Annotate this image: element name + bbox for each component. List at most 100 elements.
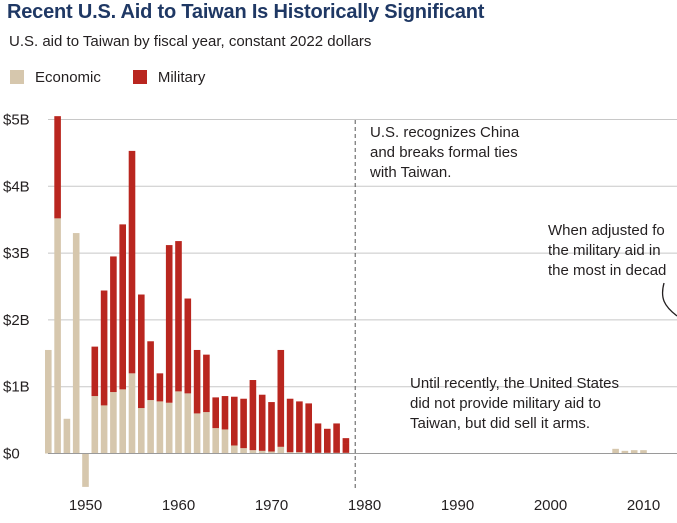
x-tick-label: 2000 <box>534 497 567 514</box>
bar-military <box>342 443 350 453</box>
bar-economic <box>110 392 117 454</box>
bar-economic <box>184 393 192 454</box>
bar-economic <box>128 373 136 454</box>
annotation-arms-line-1: Until recently, the United States <box>410 375 619 392</box>
callout-curve <box>661 282 677 317</box>
bar-military <box>324 428 331 453</box>
x-tick-label: 1950 <box>69 497 102 514</box>
bar-economic <box>72 233 80 454</box>
y-tick-label: $3B <box>3 245 30 262</box>
annotation-recognition-line-3: with Taiwan. <box>370 164 452 181</box>
annotation-adjusted-line-1: When adjusted fo <box>548 222 665 239</box>
x-tick-label: 1960 <box>162 497 195 514</box>
bar-military <box>54 116 61 219</box>
bar-economic <box>286 452 294 454</box>
x-tick-label: 1980 <box>348 497 381 514</box>
x-tick-label: 1970 <box>255 497 288 514</box>
legend-swatch-economic <box>10 70 24 84</box>
annotation-recognition-line-1: U.S. recognizes China <box>370 124 520 141</box>
axis-labels: $0 $1B $2B $3B $4B $5B 1950 1960 1970 1980 1990 200… <box>3 112 660 515</box>
bar-economic <box>249 450 257 454</box>
y-tick-label: $0 <box>3 446 20 463</box>
bar-economic <box>119 389 126 454</box>
legend-label-economic: Economic <box>35 68 101 86</box>
bar-military <box>258 394 266 451</box>
bar-military <box>193 349 201 414</box>
bar-economic <box>193 413 201 454</box>
bar-military <box>212 397 219 429</box>
bar-military <box>128 150 136 374</box>
bar-military <box>110 256 117 393</box>
annotation-adjusted-line-2: the military aid in <box>548 242 661 259</box>
bar-economic <box>82 453 89 487</box>
legend-swatch-military <box>132 70 147 84</box>
bar-economic <box>147 400 154 454</box>
bar-economic <box>621 450 629 454</box>
bar-military <box>314 423 322 453</box>
bar-military <box>147 341 154 401</box>
bar-economic <box>63 418 71 454</box>
annotation-arms-line-2: did not provide military aid to <box>410 395 601 412</box>
bar-military <box>156 373 164 402</box>
bar-military <box>333 423 340 453</box>
annotation-arms: Until recently, the United States did no… <box>410 374 619 434</box>
x-tick-label: 2010 <box>627 497 660 514</box>
bar-economic <box>91 396 99 454</box>
bar-economic <box>100 405 108 454</box>
bar-economic <box>612 448 619 454</box>
bar-economic <box>138 408 145 454</box>
bar-military <box>305 403 312 453</box>
bar-military <box>296 401 303 453</box>
bar-military <box>165 245 173 403</box>
bar-economic <box>296 452 303 454</box>
bar-military <box>277 349 285 447</box>
annotation-arms-line-3: Taiwan, but did sell it arms. <box>410 415 591 432</box>
bar-military <box>175 241 182 392</box>
y-tick-label: $4B <box>3 178 30 195</box>
bar-economic <box>54 218 61 454</box>
annotation-adjusted: When adjusted fo the military aid in the… <box>548 221 666 281</box>
x-tick-label: 1990 <box>441 497 474 514</box>
page-title: Recent U.S. Aid to Taiwan Is Historicall… <box>7 1 485 23</box>
bar-economic <box>258 450 266 454</box>
bar-economic <box>165 402 173 454</box>
y-tick-label: $2B <box>3 312 30 329</box>
bar-military <box>231 396 238 446</box>
bar-economic <box>640 450 647 454</box>
annotation-adjusted-line-3: the most in decad <box>548 262 667 279</box>
bar-military <box>286 398 294 453</box>
bar-economic <box>156 401 164 454</box>
bar-military <box>184 298 192 394</box>
bar-economic <box>268 451 275 454</box>
bar-military <box>119 224 126 390</box>
bar-economic <box>203 412 210 454</box>
annotation-recognition: U.S. recognizes China and breaks formal … <box>370 123 519 183</box>
bar-military <box>249 380 257 451</box>
bar-military <box>342 438 350 444</box>
chart-legend: Economic Military <box>10 67 237 87</box>
bar-military <box>91 346 99 397</box>
bar-economic <box>45 349 52 454</box>
y-tick-label: $5B <box>3 112 30 129</box>
annotation-recognition-line-2: and breaks formal ties <box>370 144 518 161</box>
legend-item-military: Military <box>132 68 206 86</box>
bar-military <box>240 398 247 449</box>
bar-group <box>45 116 647 487</box>
bar-economic <box>240 448 247 454</box>
bar-military <box>268 402 275 452</box>
bar-economic <box>231 445 238 454</box>
bar-military <box>100 290 108 406</box>
bar-military <box>138 294 145 409</box>
bar-economic <box>212 428 219 454</box>
bar-military <box>221 396 229 430</box>
bar-economic <box>277 446 285 454</box>
y-tick-label: $1B <box>3 379 30 396</box>
legend-item-economic: Economic <box>10 69 101 86</box>
bar-economic <box>175 391 182 454</box>
bar-economic <box>221 429 229 454</box>
bar-economic <box>630 450 638 454</box>
bar-military <box>203 354 210 413</box>
page-subtitle: U.S. aid to Taiwan by fiscal year, const… <box>9 33 372 50</box>
legend-label-military: Military <box>157 68 206 86</box>
